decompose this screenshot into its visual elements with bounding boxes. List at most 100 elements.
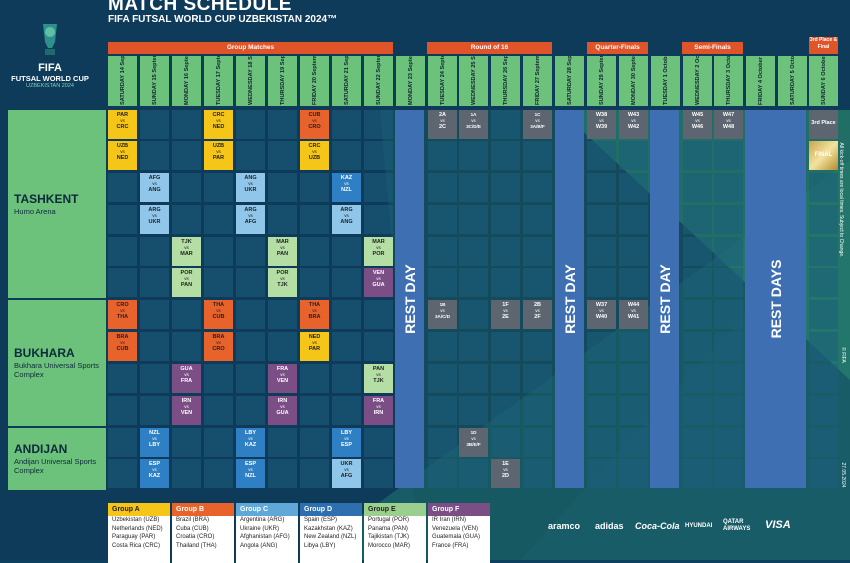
vs-label: vs xyxy=(503,467,508,472)
match-slot[interactable]: BRA vs CRO xyxy=(204,332,233,361)
match-slot[interactable]: UKR vs AFG xyxy=(332,459,361,488)
group-card: Group F IR Iran (IRN) Venezuela (VEN) Guate… xyxy=(428,503,490,563)
match-slot[interactable]: W38 vs W39 xyxy=(587,110,616,139)
match-slot[interactable]: W43 vs W42 xyxy=(619,110,648,139)
match-slot[interactable]: PAR vs CRC xyxy=(108,110,137,139)
match-slot[interactable]: W37 vs W40 xyxy=(587,300,616,329)
empty-slot xyxy=(459,268,488,297)
team-b: AFG xyxy=(340,473,353,479)
vs-label: vs xyxy=(376,404,381,409)
empty-slot xyxy=(140,300,169,329)
match-slot[interactable]: THA vs CUB xyxy=(204,300,233,329)
vs-label: vs xyxy=(631,308,636,313)
vs-label: vs xyxy=(120,149,125,154)
day-header-label: SATURDAY 5 October xyxy=(789,56,796,105)
team-a: W38 xyxy=(595,112,608,118)
group-card: Group B Brazil (BRA) Cuba (CUB) Croatia (CR… xyxy=(172,503,234,563)
match-slot[interactable]: 1F vs 2E xyxy=(491,300,520,329)
vs-label: vs xyxy=(152,213,157,218)
match-slot[interactable]: MAR vs PAN xyxy=(268,237,297,266)
match-slot[interactable]: GUA vs FRA xyxy=(172,364,201,393)
empty-slot xyxy=(683,205,712,234)
empty-slot xyxy=(204,364,233,393)
match-slot[interactable]: 2A vs 2C xyxy=(428,110,457,139)
match-slot[interactable]: W45 vs W46 xyxy=(683,110,712,139)
match-slot[interactable]: MAR vs POR xyxy=(364,237,393,266)
match-slot[interactable]: POR vs TJK xyxy=(268,268,297,297)
vs-label: vs xyxy=(280,276,285,281)
match-slot[interactable]: LBY vs ESP xyxy=(332,428,361,457)
match-slot[interactable]: ESP vs NZL xyxy=(236,459,265,488)
match-slot[interactable]: 1B vs 3A/C/D xyxy=(428,300,457,329)
match-slot[interactable]: CRO vs THA xyxy=(108,300,137,329)
match-slot[interactable]: IRN vs GUA xyxy=(268,396,297,425)
match-slot[interactable]: CUB vs CRO xyxy=(300,110,329,139)
match-slot[interactable]: UZB vs PAR xyxy=(204,141,233,170)
day-header-label: TUESDAY 17 September xyxy=(215,56,222,105)
empty-slot xyxy=(523,332,552,361)
day-header-label: WEDNESDAY 25 September xyxy=(470,56,477,105)
match-slot[interactable]: ARG vs ANG xyxy=(332,205,361,234)
day-header: WEDNESDAY 18 September xyxy=(236,56,265,106)
match-slot[interactable]: FRA vs IRN xyxy=(364,396,393,425)
vs-label: vs xyxy=(184,404,189,409)
rest-day-column: REST DAY xyxy=(650,110,679,488)
empty-slot xyxy=(300,205,329,234)
day-header-label: SATURDAY 14 September xyxy=(119,56,126,105)
match-slot[interactable]: FRA vs VEN xyxy=(268,364,297,393)
empty-slot xyxy=(300,237,329,266)
vs-label: vs xyxy=(216,340,221,345)
match-slot[interactable]: UZB vs NED xyxy=(108,141,137,170)
rest-day-label: REST DAY xyxy=(656,264,673,334)
match-slot[interactable]: W44 vs W41 xyxy=(619,300,648,329)
match-slot[interactable]: CRC vs NED xyxy=(204,110,233,139)
empty-slot xyxy=(809,396,838,425)
empty-slot xyxy=(683,237,712,266)
empty-slot xyxy=(364,141,393,170)
match-slot[interactable]: NED vs PAR xyxy=(300,332,329,361)
empty-slot xyxy=(140,396,169,425)
empty-slot xyxy=(364,332,393,361)
match-slot[interactable]: 1C vs 3A/B/F xyxy=(523,110,552,139)
match-slot[interactable]: ARG vs UKR xyxy=(140,205,169,234)
vs-label: vs xyxy=(280,404,285,409)
empty-slot xyxy=(172,428,201,457)
group-title: Group C xyxy=(236,503,298,516)
match-slot[interactable]: 1A vs 3C/D/E xyxy=(459,110,488,139)
match-slot[interactable]: 1D vs 3B/E/F xyxy=(459,428,488,457)
page-subtitle: FIFA FUTSAL WORLD CUP UZBEKISTAN 2024™ xyxy=(108,14,338,25)
vs-label: vs xyxy=(184,372,189,377)
empty-slot xyxy=(268,141,297,170)
vs-label: vs xyxy=(535,308,540,313)
match-slot[interactable]: ESP vs KAZ xyxy=(140,459,169,488)
empty-slot xyxy=(364,459,393,488)
match-slot[interactable]: ANG vs UKR xyxy=(236,173,265,202)
stage-semi-finals: Semi-Finals xyxy=(682,42,743,54)
day-header: SUNDAY 29 September xyxy=(587,56,616,106)
match-slot[interactable]: THA vs BRA xyxy=(300,300,329,329)
match-slot[interactable]: 1E vs 2D xyxy=(491,459,520,488)
match-slot[interactable]: LBY vs KAZ xyxy=(236,428,265,457)
doc-date-text: 27.05.2024 xyxy=(840,462,846,488)
vs-label: vs xyxy=(152,467,157,472)
match-slot[interactable]: VEN vs GUA xyxy=(364,268,393,297)
match-slot[interactable]: ARG vs AFG xyxy=(236,205,265,234)
match-slot[interactable]: 2B vs 2F xyxy=(523,300,552,329)
vs-label: vs xyxy=(726,118,731,123)
empty-slot xyxy=(459,300,488,329)
vs-label: vs xyxy=(599,118,604,123)
match-slot[interactable]: AFG vs ANG xyxy=(140,173,169,202)
match-slot[interactable]: IRN vs VEN xyxy=(172,396,201,425)
empty-slot xyxy=(523,459,552,488)
empty-slot xyxy=(140,110,169,139)
empty-slot xyxy=(619,428,648,457)
logo-text-1: FIFA xyxy=(38,62,62,74)
match-slot[interactable]: BRA vs CUB xyxy=(108,332,137,361)
match-slot[interactable]: W47 vs W48 xyxy=(714,110,743,139)
match-slot[interactable]: KAZ vs NZL xyxy=(332,173,361,202)
match-slot[interactable]: NZL vs LBY xyxy=(140,428,169,457)
match-slot[interactable]: CRC vs UZB xyxy=(300,141,329,170)
match-slot[interactable]: PAN vs TJK xyxy=(364,364,393,393)
match-slot[interactable]: POR vs PAN xyxy=(172,268,201,297)
match-slot[interactable]: TJK vs MAR xyxy=(172,237,201,266)
